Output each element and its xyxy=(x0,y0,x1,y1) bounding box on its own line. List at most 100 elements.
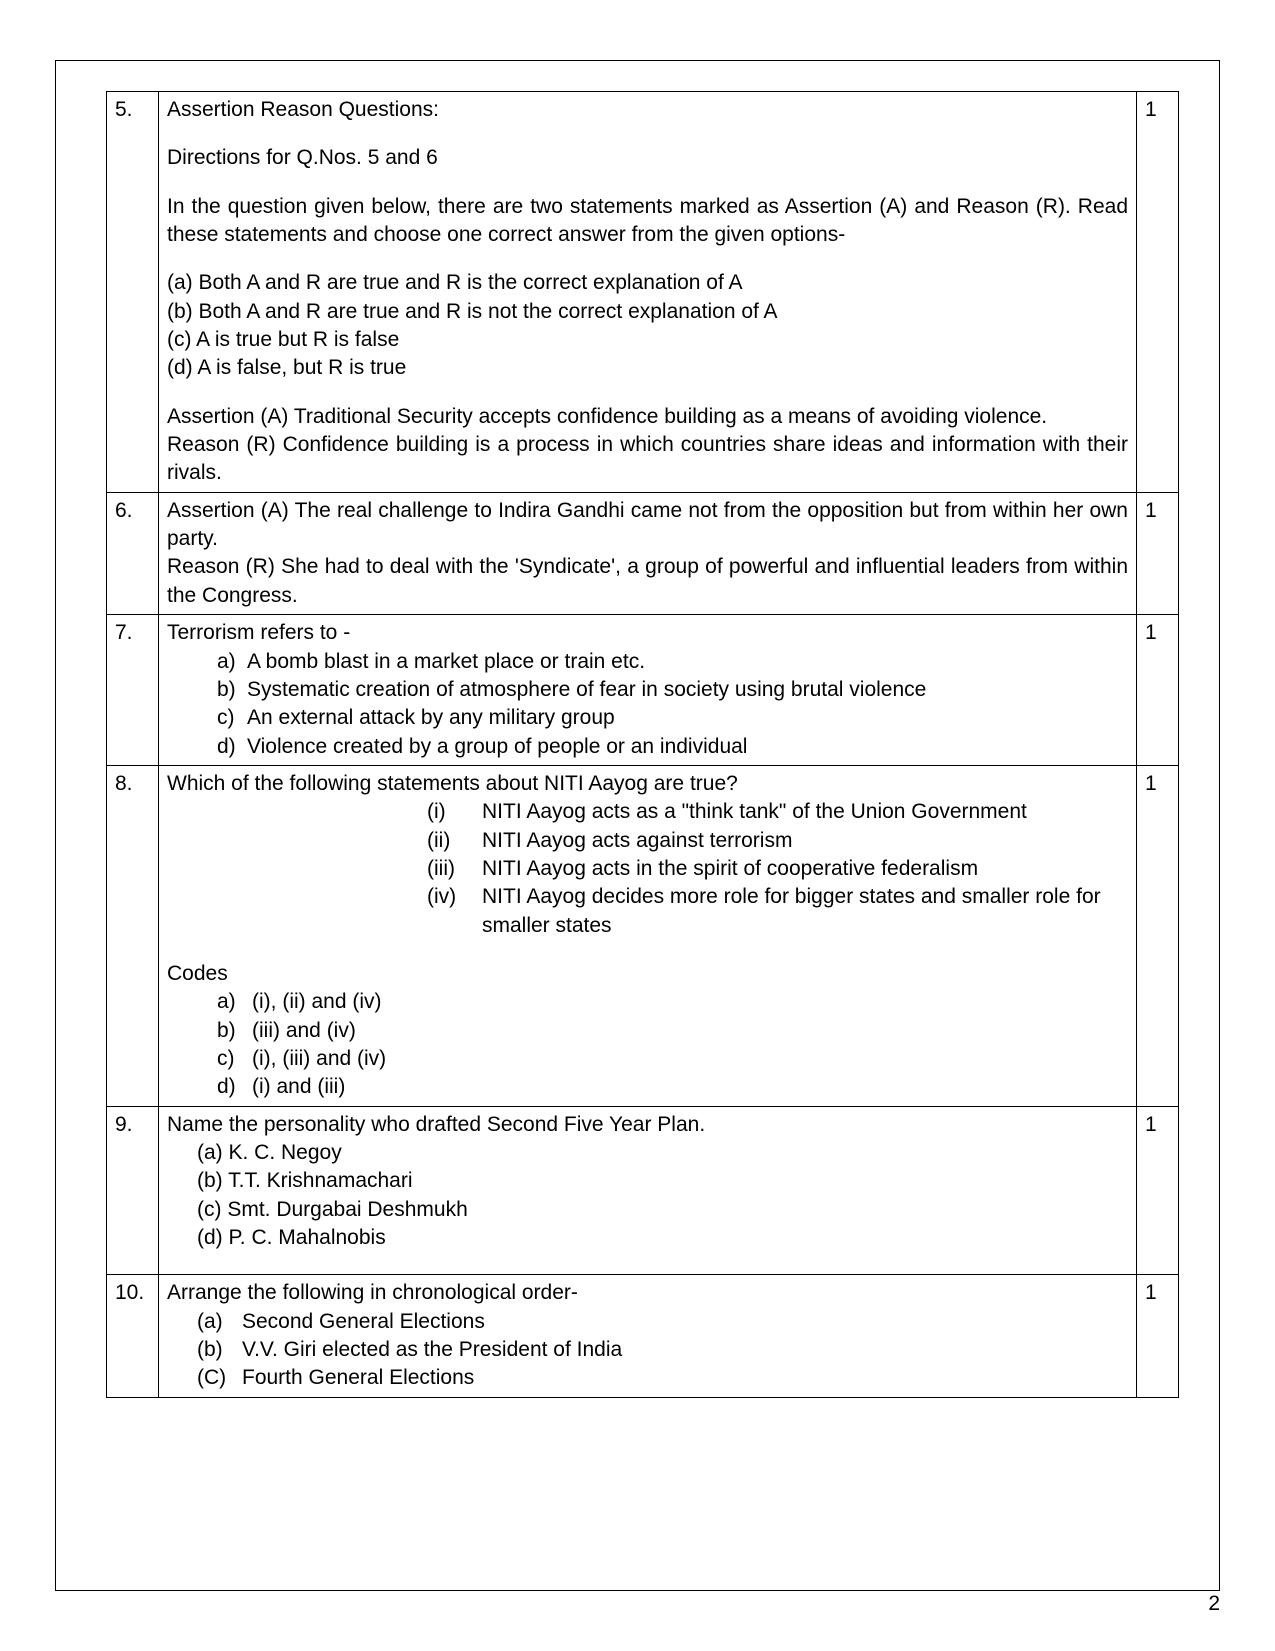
statement-iv: (iv)NITI Aayog decides more role for big… xyxy=(427,883,1128,940)
option-label: (a) xyxy=(197,1308,242,1336)
option-label: (C) xyxy=(197,1364,242,1392)
option-text: Violence created by a group of people or… xyxy=(247,733,747,761)
option-text: (iii) and (iv) xyxy=(252,1017,356,1045)
table-row: 6. Assertion (A) The real challenge to I… xyxy=(107,492,1179,614)
roman-label: (i) xyxy=(427,798,482,826)
reason-text: Reason (R) She had to deal with the 'Syn… xyxy=(167,553,1128,610)
assertion-reason-heading: Assertion Reason Questions: xyxy=(167,96,1128,124)
option-list: a)A bomb blast in a market place or trai… xyxy=(167,648,1128,761)
option-d: (d) A is false, but R is true xyxy=(167,354,1128,382)
question-number: 8. xyxy=(107,765,159,1106)
question-content: Assertion (A) The real challenge to Indi… xyxy=(159,492,1137,614)
option-c: (c) A is true but R is false xyxy=(167,326,1128,354)
option-list: (a)Second General Elections (b)V.V. Giri… xyxy=(167,1308,1128,1393)
option-c: (C)Fourth General Elections xyxy=(197,1364,1128,1392)
reason-text: Reason (R) Confidence building is a proc… xyxy=(167,431,1128,488)
option-text: Second General Elections xyxy=(242,1308,485,1336)
option-list: (a) K. C. Negoy (b) T.T. Krishnamachari … xyxy=(167,1139,1128,1252)
table-row: 10. Arrange the following in chronologic… xyxy=(107,1275,1179,1397)
option-b: (b)V.V. Giri elected as the President of… xyxy=(197,1336,1128,1364)
statement-iii: (iii)NITI Aayog acts in the spirit of co… xyxy=(427,855,1128,883)
question-marks: 1 xyxy=(1137,1106,1179,1275)
table-row: 9. Name the personality who drafted Seco… xyxy=(107,1106,1179,1275)
option-text: Fourth General Elections xyxy=(242,1364,474,1392)
option-label: c) xyxy=(217,704,247,732)
question-stem: Arrange the following in chronological o… xyxy=(167,1279,1128,1307)
question-number: 5. xyxy=(107,92,159,493)
page-number: 2 xyxy=(1208,1592,1220,1616)
statement-ii: (ii)NITI Aayog acts against terrorism xyxy=(427,827,1128,855)
spacer xyxy=(167,940,1128,960)
question-stem: Which of the following statements about … xyxy=(167,770,1128,798)
question-table: 5. Assertion Reason Questions: Direction… xyxy=(106,91,1179,1398)
option-text: A bomb blast in a market place or train … xyxy=(247,648,645,676)
question-number: 7. xyxy=(107,615,159,766)
option-label: d) xyxy=(217,733,247,761)
option-b: b)Systematic creation of atmosphere of f… xyxy=(217,676,1128,704)
option-b: (b) Both A and R are true and R is not t… xyxy=(167,298,1128,326)
assertion-text: Assertion (A) The real challenge to Indi… xyxy=(167,497,1128,554)
option-a: a)A bomb blast in a market place or trai… xyxy=(217,648,1128,676)
directions-title: Directions for Q.Nos. 5 and 6 xyxy=(167,144,1128,172)
option-d: (d) P. C. Mahalnobis xyxy=(197,1224,1128,1252)
statement-text: NITI Aayog acts against terrorism xyxy=(482,827,1128,855)
question-marks: 1 xyxy=(1137,1275,1179,1397)
question-marks: 1 xyxy=(1137,92,1179,493)
assertion-text: Assertion (A) Traditional Security accep… xyxy=(167,403,1128,431)
question-number: 6. xyxy=(107,492,159,614)
option-label: (b) xyxy=(197,1336,242,1364)
table-row: 7. Terrorism refers to - a)A bomb blast … xyxy=(107,615,1179,766)
option-text: (i), (iii) and (iv) xyxy=(252,1045,386,1073)
option-c: (c) Smt. Durgabai Deshmukh xyxy=(197,1196,1128,1224)
question-number: 10. xyxy=(107,1275,159,1397)
statement-text: NITI Aayog decides more role for bigger … xyxy=(482,883,1128,940)
codes-list: a)(i), (ii) and (iv) b)(iii) and (iv) c)… xyxy=(167,988,1128,1101)
option-text: (i), (ii) and (iv) xyxy=(252,988,382,1016)
option-d: d)Violence created by a group of people … xyxy=(217,733,1128,761)
table-row: 8. Which of the following statements abo… xyxy=(107,765,1179,1106)
option-text: V.V. Giri elected as the President of In… xyxy=(242,1336,622,1364)
statement-list: (i)NITI Aayog acts as a "think tank" of … xyxy=(167,798,1128,940)
option-c: c)An external attack by any military gro… xyxy=(217,704,1128,732)
option-label: d) xyxy=(217,1073,252,1101)
option-text: An external attack by any military group xyxy=(247,704,615,732)
roman-label: (iv) xyxy=(427,883,482,940)
code-b: b)(iii) and (iv) xyxy=(217,1017,1128,1045)
directions-body: In the question given below, there are t… xyxy=(167,193,1128,250)
option-a: (a) K. C. Negoy xyxy=(197,1139,1128,1167)
option-label: b) xyxy=(217,676,247,704)
roman-label: (iii) xyxy=(427,855,482,883)
question-marks: 1 xyxy=(1137,765,1179,1106)
code-c: c)(i), (iii) and (iv) xyxy=(217,1045,1128,1073)
statement-text: NITI Aayog acts in the spirit of coopera… xyxy=(482,855,1128,883)
option-label: b) xyxy=(217,1017,252,1045)
page-frame: 5. Assertion Reason Questions: Direction… xyxy=(55,60,1220,1591)
codes-heading: Codes xyxy=(167,960,1128,988)
question-content: Terrorism refers to - a)A bomb blast in … xyxy=(159,615,1137,766)
question-number: 9. xyxy=(107,1106,159,1275)
question-marks: 1 xyxy=(1137,492,1179,614)
option-label: c) xyxy=(217,1045,252,1073)
question-stem: Name the personality who drafted Second … xyxy=(167,1111,1128,1139)
option-text: Systematic creation of atmosphere of fea… xyxy=(247,676,926,704)
statement-text: NITI Aayog acts as a "think tank" of the… xyxy=(482,798,1128,826)
option-a: (a) Both A and R are true and R is the c… xyxy=(167,269,1128,297)
assertion-options: (a) Both A and R are true and R is the c… xyxy=(167,269,1128,382)
option-a: (a)Second General Elections xyxy=(197,1308,1128,1336)
code-a: a)(i), (ii) and (iv) xyxy=(217,988,1128,1016)
statement-i: (i)NITI Aayog acts as a "think tank" of … xyxy=(427,798,1128,826)
question-content: Assertion Reason Questions: Directions f… xyxy=(159,92,1137,493)
code-d: d)(i) and (iii) xyxy=(217,1073,1128,1101)
option-b: (b) T.T. Krishnamachari xyxy=(197,1167,1128,1195)
option-label: a) xyxy=(217,988,252,1016)
roman-label: (ii) xyxy=(427,827,482,855)
question-stem: Terrorism refers to - xyxy=(167,619,1128,647)
question-content: Arrange the following in chronological o… xyxy=(159,1275,1137,1397)
option-text: (i) and (iii) xyxy=(252,1073,345,1101)
question-marks: 1 xyxy=(1137,615,1179,766)
option-label: a) xyxy=(217,648,247,676)
table-row: 5. Assertion Reason Questions: Direction… xyxy=(107,92,1179,493)
spacer xyxy=(167,1252,1128,1270)
question-content: Name the personality who drafted Second … xyxy=(159,1106,1137,1275)
question-content: Which of the following statements about … xyxy=(159,765,1137,1106)
